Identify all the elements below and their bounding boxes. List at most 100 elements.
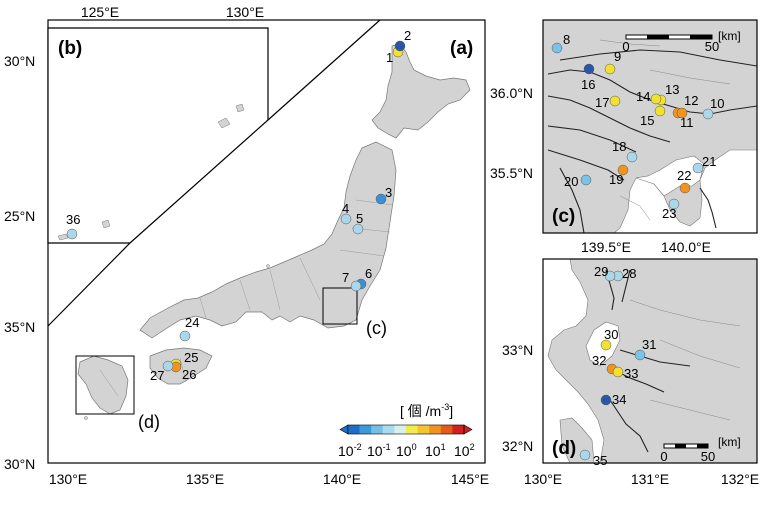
station-label-10: 10 [710, 96, 724, 111]
station-marker-18 [626, 151, 638, 163]
station-marker-31 [634, 349, 646, 361]
lon-label-140: 140°E [323, 471, 361, 487]
inset-c-lon-139-5: 139.5°E [581, 239, 631, 255]
station-marker-4 [340, 213, 352, 225]
lat-label-30: 30°N [4, 456, 35, 472]
inset-c-scale-bar: 0 50 [km] [622, 29, 740, 54]
station-marker-5 [352, 223, 364, 235]
station-label-27: 27 [150, 368, 164, 383]
inset-d-lat-32: 32°N [502, 438, 533, 454]
colorbar-tick-label: 10-2 [338, 442, 362, 459]
station-label-9: 9 [614, 49, 621, 64]
station-label-25: 25 [184, 350, 198, 365]
inset-b: (b) 125°E 130°E 30°N 25°N [4, 4, 269, 244]
inset-d: 0 50 [km] (d) 33°N 32°N 130°E 131°E 132°… [502, 258, 759, 487]
colorbar-segment [452, 425, 465, 434]
station-label-3: 3 [385, 185, 392, 200]
inset-d-scale-0: 0 [660, 449, 667, 464]
station-label-19: 19 [609, 172, 623, 187]
inset-d-scale-50: 50 [701, 449, 715, 464]
station-label-21: 21 [702, 154, 716, 169]
inset-d-lon-131: 131°E [631, 471, 669, 487]
station-label-12: 12 [684, 93, 698, 108]
station-marker-21 [692, 162, 704, 174]
box-c-label: (c) [366, 318, 387, 338]
station-marker-19 [617, 164, 629, 176]
lon-label-130: 130°E [49, 471, 87, 487]
hokkaido-landmass [371, 43, 471, 139]
station-label-36: 36 [66, 212, 80, 227]
station-marker-22 [679, 182, 691, 194]
box-d-label: (d) [138, 412, 160, 432]
station-label-18: 18 [612, 139, 626, 154]
inset-c-scale-0: 0 [622, 39, 629, 54]
station-label-26: 26 [182, 367, 196, 382]
station-label-4: 4 [342, 201, 349, 216]
station-marker-9 [604, 63, 616, 75]
station-marker-35 [579, 449, 591, 461]
station-label-28: 28 [622, 266, 636, 281]
station-label-29: 29 [594, 264, 608, 279]
colorbar-segment [429, 425, 442, 434]
inset-c-scale-50: 50 [705, 39, 719, 54]
station-label-14: 14 [636, 89, 650, 104]
prefecture-boundaries [99, 199, 393, 397]
station-marker-23 [668, 198, 680, 210]
colorbar-segment [359, 425, 372, 434]
colorbar-segment [440, 425, 453, 434]
inset-d-land [547, 259, 757, 463]
inset-c-lon-140: 140.0°E [661, 239, 711, 255]
station-label-22: 22 [677, 168, 691, 183]
station-label-2: 2 [404, 28, 411, 43]
colorbar-ticks: 10-2 10-1 100 101 102 [338, 442, 475, 459]
station-marker-20 [580, 174, 592, 186]
inset-c-land [543, 20, 757, 233]
inset-d-lat-33: 33°N [502, 342, 533, 358]
station-label-35: 35 [593, 453, 607, 468]
station-marker-10 [702, 108, 714, 120]
colorbar-tick-label: 102 [454, 442, 475, 459]
station-label-31: 31 [642, 337, 656, 352]
station-marker-16 [583, 63, 595, 75]
inset-c: 0 50 [km] (c) 36.0°N 35.5°N 139.5°E 140.… [490, 19, 758, 255]
inset-d-scale-bar: 0 50 [km] [660, 435, 740, 464]
inset-c-lat-36: 36.0°N [490, 85, 533, 101]
inset-d-scale-unit: [km] [718, 435, 741, 449]
station-label-34: 34 [612, 392, 626, 407]
colorbar-segment [394, 425, 407, 434]
station-label-7: 7 [342, 270, 349, 285]
station-label-17: 17 [595, 95, 609, 110]
colorbar-tick-label: 10-1 [367, 442, 391, 459]
station-marker-24 [179, 330, 191, 342]
box-c [322, 287, 358, 325]
station-marker-8 [551, 42, 563, 54]
colorbar-segments [339, 424, 473, 435]
lon-label-145: 145°E [451, 471, 489, 487]
lat-label-35: 35°N [4, 319, 35, 335]
station-label-15: 15 [640, 113, 654, 128]
station-label-8: 8 [563, 32, 570, 47]
colorbar-segment [371, 425, 384, 434]
colorbar-title: [ 個 /m-3] [400, 402, 453, 419]
station-label-13: 13 [665, 82, 679, 97]
station-marker-3 [375, 193, 387, 205]
inset-d-lon-130: 130°E [524, 471, 562, 487]
station-marker-2 [394, 40, 406, 52]
inset-d-frame [542, 258, 758, 464]
station-marker-36 [66, 228, 78, 240]
station-label-6: 6 [365, 266, 372, 281]
station-marker-15 [654, 105, 666, 117]
inset-b-lat-30: 30°N [4, 53, 35, 69]
station-label-30: 30 [604, 327, 618, 342]
inset-b-frame [47, 27, 269, 244]
station-marker-7 [350, 280, 362, 292]
colorbar-segment [417, 425, 430, 434]
colorbar-tick-label: 100 [396, 442, 417, 459]
inset-c-frame [542, 19, 758, 234]
inset-c-scale-unit: [km] [718, 29, 741, 43]
station-marker-17 [609, 95, 621, 107]
station-label-24: 24 [185, 315, 199, 330]
inset-b-lat-25: 25°N [4, 208, 35, 224]
inset-d-lon-132: 132°E [721, 471, 759, 487]
